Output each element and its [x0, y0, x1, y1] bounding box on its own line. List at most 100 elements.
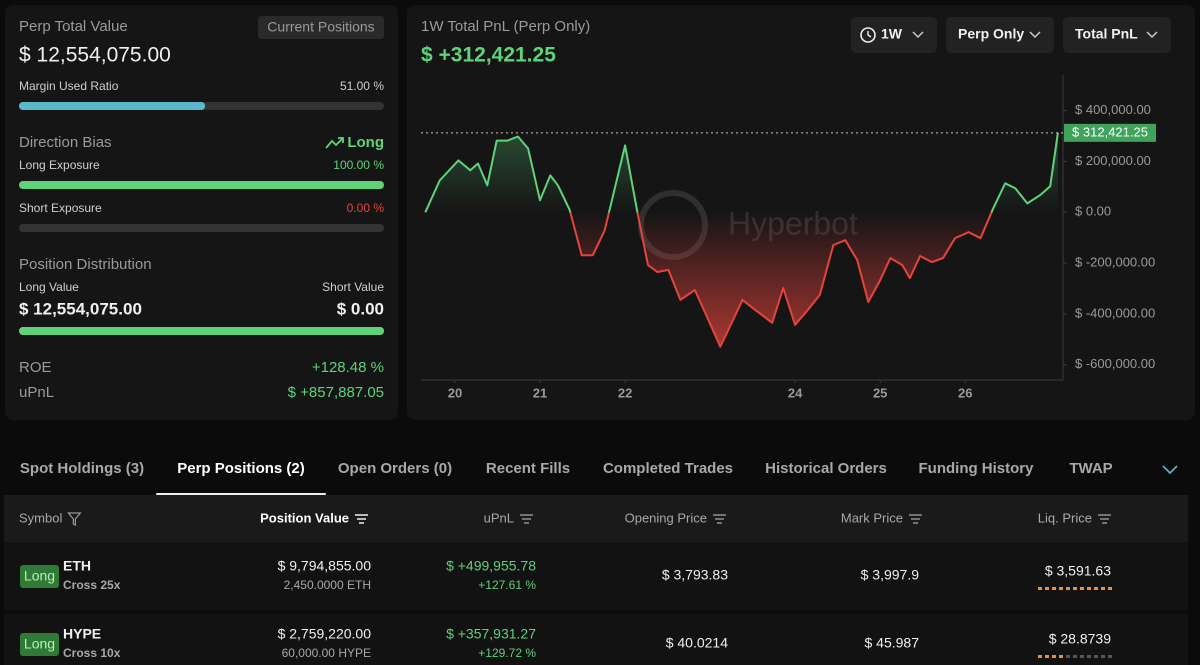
risk-dot — [1073, 587, 1077, 590]
current-value-label: $ 312,421.25 — [1072, 124, 1148, 139]
y-tick-label: $ 400,000.00 — [1075, 102, 1151, 117]
expand-icon[interactable] — [1162, 465, 1178, 475]
short-exposure-value: 0.00 % — [347, 201, 385, 215]
distribution-label: Position Distribution — [19, 256, 152, 273]
risk-dot — [1087, 587, 1091, 590]
y-tick-label: $ 0.00 — [1075, 204, 1111, 219]
upnl: $ +357,931.27 — [446, 626, 536, 642]
tab[interactable]: Perp Positions (2) — [177, 460, 305, 477]
clock-icon[interactable] — [860, 27, 876, 43]
column-header[interactable]: Mark Price — [841, 510, 903, 525]
column-header[interactable]: Position Value — [260, 510, 349, 525]
risk-dot — [1045, 587, 1049, 590]
y-tick-label: $ -600,000.00 — [1075, 356, 1155, 371]
tab[interactable]: TWAP — [1069, 460, 1112, 477]
position-value: $ 2,759,220.00 — [278, 626, 372, 642]
chevron[interactable] — [1146, 31, 1158, 39]
chevron[interactable] — [1029, 31, 1041, 39]
risk-dot — [1094, 655, 1098, 658]
long-value: $ 12,554,075.00 — [19, 299, 142, 318]
upnl: $ +499,955.78 — [446, 558, 536, 574]
risk-dot — [1052, 587, 1056, 590]
risk-dot — [1059, 655, 1063, 658]
tab[interactable]: Open Orders (0) — [338, 460, 452, 477]
dropdown[interactable] — [851, 17, 937, 53]
long-exposure-label: Long Exposure — [19, 158, 100, 172]
risk-dot — [1080, 655, 1084, 658]
y-tick-label: $ -200,000.00 — [1075, 255, 1155, 270]
filter-icon[interactable] — [67, 512, 82, 526]
pnl-line — [424, 132, 1059, 348]
chart-subtitle: $ +312,421.25 — [421, 44, 556, 67]
upnl-pct: +129.72 % — [478, 646, 536, 660]
risk-dot — [1101, 587, 1105, 590]
table-header-bg — [4, 495, 1188, 542]
distribution-bar — [19, 327, 384, 335]
roe-value: +128.48 % — [312, 359, 384, 376]
dropdown-label[interactable]: Perp Only — [958, 26, 1024, 42]
risk-dot — [1087, 655, 1091, 658]
current-value-tag — [1064, 123, 1156, 142]
short-value: $ 0.00 — [337, 299, 384, 318]
opening-price: $ 3,793.83 — [662, 567, 728, 583]
long-value-label: Long Value — [19, 280, 79, 294]
tab[interactable]: Spot Holdings (3) — [20, 460, 144, 477]
position-value: $ 9,794,855.00 — [278, 558, 372, 574]
y-tick-label: $ -400,000.00 — [1075, 305, 1155, 320]
short-value-label: Short Value — [322, 280, 384, 294]
clock-hand[interactable] — [867, 31, 872, 38]
risk-dot — [1108, 587, 1112, 590]
direction-value: Long — [347, 134, 384, 151]
side-label: Long — [24, 568, 55, 584]
dropdown-label[interactable]: 1W — [881, 26, 903, 42]
column-header[interactable]: Opening Price — [625, 510, 707, 525]
x-tick-label: 21 — [533, 385, 547, 400]
upnl-label: uPnL — [19, 384, 54, 401]
margin-value: 51.00 % — [340, 79, 384, 93]
tab[interactable]: Historical Orders — [765, 460, 887, 477]
side-label: Long — [24, 636, 55, 652]
risk-dot — [1038, 655, 1042, 658]
dropdown-label[interactable]: Total PnL — [1075, 26, 1138, 42]
mark-price: $ 45.987 — [865, 635, 920, 651]
x-tick-label: 25 — [873, 385, 887, 400]
opening-price: $ 40.0214 — [666, 635, 728, 651]
summary-title: Perp Total Value — [19, 18, 128, 35]
column-header[interactable]: uPnL — [484, 510, 514, 525]
upnl-pct: +127.61 % — [478, 578, 536, 592]
x-tick-label: 22 — [618, 385, 632, 400]
risk-dot — [1108, 655, 1112, 658]
risk-dot — [1080, 587, 1084, 590]
dropdown[interactable] — [946, 17, 1054, 53]
symbol: ETH — [63, 558, 91, 574]
short-exposure-label: Short Exposure — [19, 201, 102, 215]
column-header[interactable]: Symbol — [19, 510, 62, 525]
long-exposure-value: 100.00 % — [333, 158, 384, 172]
tab[interactable]: Completed Trades — [603, 460, 733, 477]
tab[interactable]: Funding History — [919, 460, 1035, 477]
badge-label[interactable]: Current Positions — [267, 19, 374, 35]
side-badge — [20, 565, 59, 588]
column-header[interactable]: Liq. Price — [1038, 510, 1092, 525]
risk-dot — [1045, 655, 1049, 658]
margin-mode: Cross 10x — [63, 646, 121, 660]
margin-bar — [19, 102, 206, 110]
dropdown[interactable] — [1063, 17, 1171, 53]
risk-dot — [1101, 655, 1105, 658]
position-size: 2,450.0000 ETH — [284, 578, 371, 592]
risk-dot — [1052, 655, 1056, 658]
badge[interactable] — [258, 16, 384, 39]
x-tick-label: 24 — [788, 385, 803, 400]
tab[interactable]: Recent Fills — [486, 460, 570, 477]
risk-dot — [1038, 587, 1042, 590]
side-badge — [20, 633, 59, 656]
y-tick-label: $ 200,000.00 — [1075, 153, 1151, 168]
symbol: HYPE — [63, 626, 101, 642]
liq-price: $ 3,591.63 — [1045, 563, 1111, 579]
risk-dot — [1073, 655, 1077, 658]
long-exposure-bar — [19, 181, 384, 189]
x-tick-label: 26 — [958, 385, 972, 400]
risk-dot — [1066, 655, 1070, 658]
chevron[interactable] — [912, 31, 924, 39]
